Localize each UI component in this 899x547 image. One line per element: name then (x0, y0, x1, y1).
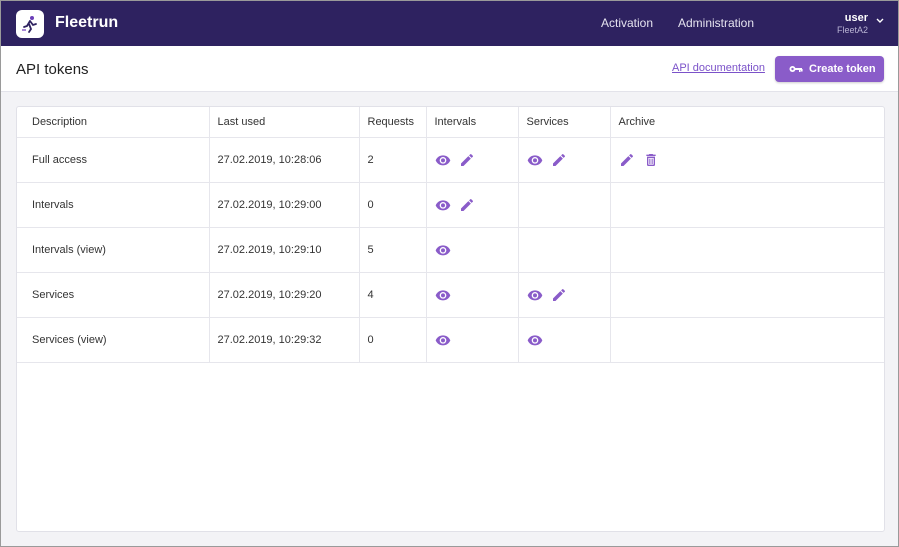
cell-description: Services (view) (17, 317, 210, 363)
app-logo[interactable] (16, 10, 44, 38)
cell-last-used: 27.02.2019, 10:29:20 (209, 272, 360, 318)
header-description[interactable]: Description (17, 107, 210, 138)
chevron-down-icon[interactable] (876, 18, 884, 24)
cell-requests: 2 (359, 137, 427, 183)
cell-last-used: 27.02.2019, 10:29:10 (209, 227, 360, 273)
eye-icon[interactable] (527, 152, 543, 168)
cell-services (518, 317, 611, 363)
cell-intervals (426, 182, 519, 228)
header-services: Services (518, 107, 611, 138)
cell-intervals (426, 137, 519, 183)
eye-icon[interactable] (435, 287, 451, 303)
eye-icon[interactable] (527, 287, 543, 303)
user-name: user (844, 12, 868, 24)
user-fleet: FleetA2 (836, 25, 868, 35)
pencil-icon[interactable] (551, 152, 567, 168)
pencil-icon[interactable] (551, 287, 567, 303)
cell-intervals (426, 317, 519, 363)
api-documentation-link[interactable]: API documentation (672, 62, 765, 74)
cell-requests: 0 (359, 317, 427, 363)
pencil-icon[interactable] (619, 152, 635, 168)
create-token-button[interactable]: Create token (775, 56, 884, 82)
cell-last-used: 27.02.2019, 10:29:32 (209, 317, 360, 363)
cell-archive (610, 137, 884, 183)
header-requests[interactable]: Requests (359, 107, 427, 138)
cell-description: Intervals (view) (17, 227, 210, 273)
cell-services (518, 227, 611, 273)
trash-icon[interactable] (643, 152, 659, 168)
cell-intervals (426, 227, 519, 273)
eye-icon[interactable] (435, 152, 451, 168)
cell-last-used: 27.02.2019, 10:29:00 (209, 182, 360, 228)
eye-icon[interactable] (435, 242, 451, 258)
pencil-icon[interactable] (459, 152, 475, 168)
create-token-label: Create token (809, 63, 876, 75)
cell-archive (610, 272, 884, 318)
cell-services (518, 182, 611, 228)
cell-description: Intervals (17, 182, 210, 228)
table-row: Intervals 27.02.2019, 10:29:00 0 (17, 182, 884, 228)
cell-archive (610, 227, 884, 273)
cell-requests: 0 (359, 182, 427, 228)
eye-icon[interactable] (435, 197, 451, 213)
table-row: Full access 27.02.2019, 10:28:06 2 (17, 137, 884, 183)
cell-services (518, 272, 611, 318)
table-row: Services (view) 27.02.2019, 10:29:32 0 (17, 317, 884, 363)
user-menu[interactable]: user FleetA2 (837, 12, 868, 36)
table-row: Intervals (view) 27.02.2019, 10:29:10 5 (17, 227, 884, 273)
nav-activation[interactable]: Activation (601, 16, 654, 30)
cell-archive (610, 182, 884, 228)
header-last-used[interactable]: Last used (209, 107, 360, 138)
app-name: Fleetrun (55, 14, 119, 31)
cell-services (518, 137, 611, 183)
nav-administration[interactable]: Administration (678, 16, 755, 30)
page-header: API tokens API documentation Create toke… (1, 46, 898, 92)
tokens-table: Description Last used Requests Intervals… (17, 107, 884, 363)
cell-requests: 4 (359, 272, 427, 318)
header-intervals: Intervals (426, 107, 519, 138)
table-header-row: Description Last used Requests Intervals… (17, 107, 884, 138)
cell-archive (610, 317, 884, 363)
page-title: API tokens (16, 61, 89, 78)
eye-icon[interactable] (435, 332, 451, 348)
eye-icon[interactable] (527, 332, 543, 348)
cell-requests: 5 (359, 227, 427, 273)
key-icon (789, 66, 803, 72)
top-navbar: Fleetrun Activation Administration user … (1, 1, 898, 46)
pencil-icon[interactable] (459, 197, 475, 213)
fleetrun-logo-icon (22, 16, 37, 33)
cell-last-used: 27.02.2019, 10:28:06 (209, 137, 360, 183)
cell-description: Services (17, 272, 210, 318)
cell-intervals (426, 272, 519, 318)
header-archive: Archive (610, 107, 884, 138)
table-row: Services 27.02.2019, 10:29:20 4 (17, 272, 884, 318)
cell-description: Full access (17, 137, 210, 183)
tokens-card: Description Last used Requests Intervals… (16, 106, 885, 532)
